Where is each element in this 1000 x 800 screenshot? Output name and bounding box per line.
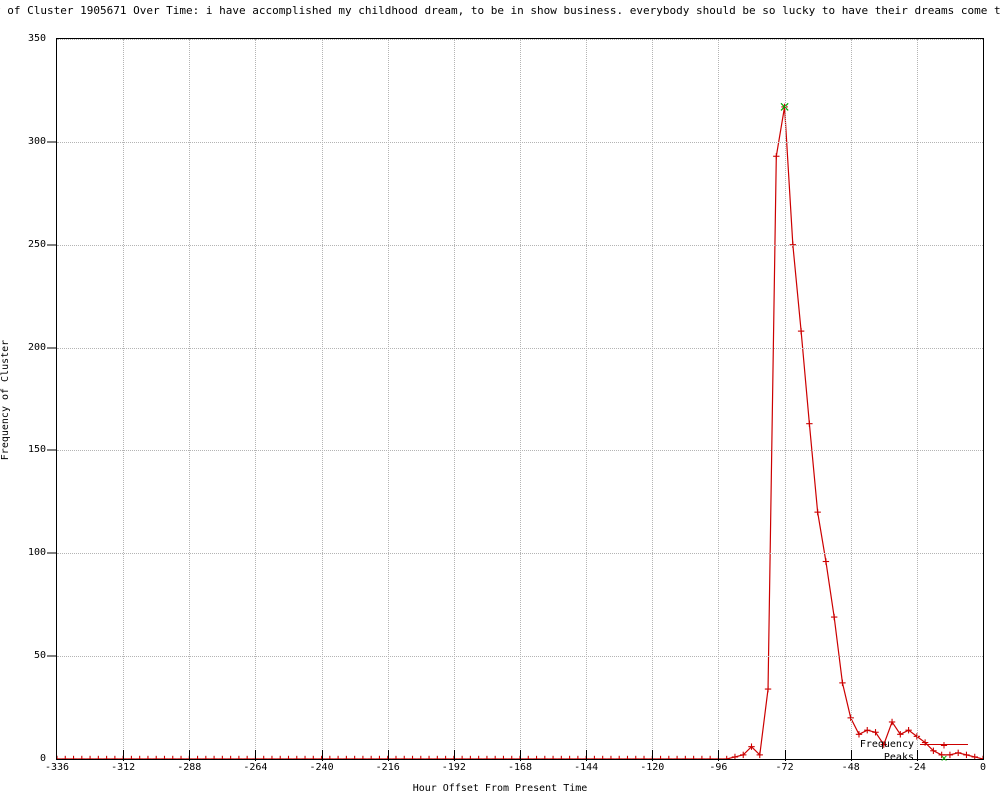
x-tick-mark (784, 750, 786, 761)
y-tick-label: 250 (27, 238, 46, 250)
gridline-vertical (718, 39, 720, 759)
x-axis-tick-labels: -336 -312 -288 -264 -240 -216 -192 -168 -144 -120… (0, 750, 1000, 782)
y-tick-label: 100 (27, 547, 46, 559)
line-icon (920, 744, 968, 745)
x-tick-label: -144 (574, 762, 599, 773)
y-tick-mark (47, 347, 56, 349)
gridline-vertical (255, 39, 257, 759)
gridline-vertical (321, 39, 323, 759)
y-tick-label: 50 (33, 650, 46, 662)
legend: Frequency + Peaks ✕ (860, 738, 974, 764)
y-tick-mark (47, 141, 56, 143)
gridlines (57, 39, 983, 759)
x-tick-label: -168 (507, 762, 533, 773)
x-axis-title: Hour Offset From Present Time (412, 783, 588, 794)
y-tick-mark (47, 449, 56, 451)
gridline-vertical (189, 39, 191, 759)
x-tick-label: -288 (177, 762, 202, 773)
y-tick-label: 0 (39, 753, 46, 764)
gridline-vertical (586, 39, 588, 759)
legend-key-frequency: + (914, 738, 974, 751)
x-tick-label: -96 (709, 762, 728, 773)
x-tick-label: -264 (243, 762, 268, 773)
x-tick-label: -336 (44, 762, 70, 773)
y-tick-label: 200 (27, 341, 46, 353)
x-tick-label: -24 (907, 762, 926, 773)
frequency-markers (57, 103, 983, 759)
x-tick-mark (387, 750, 389, 761)
x-tick-mark (520, 750, 521, 761)
x-tick-mark (652, 750, 654, 761)
y-tick-mark (47, 244, 56, 246)
plot-area (56, 38, 984, 760)
x-tick-mark (189, 750, 191, 761)
gridline-vertical (850, 39, 852, 759)
gridline-vertical (784, 39, 786, 759)
y-axis-tick-labels: 0 50 100 150 200 250 300 350 (0, 0, 56, 800)
y-tick-mark (47, 552, 56, 554)
x-tick-label: -192 (441, 762, 466, 773)
frequency-line (57, 106, 983, 759)
x-tick-label: -48 (841, 762, 860, 773)
y-tick-mark (47, 655, 56, 657)
x-tick-mark (321, 750, 323, 761)
y-tick-label: 350 (27, 33, 46, 44)
plus-icon: + (940, 737, 948, 752)
x-tick-label: 0 (979, 762, 987, 773)
x-tick-label: -312 (111, 762, 136, 773)
gridline-vertical (916, 39, 918, 759)
x-tick-mark (453, 750, 455, 761)
x-tick-mark (586, 750, 588, 761)
legend-key-peaks: ✕ (914, 751, 974, 764)
legend-label-peaks: Peaks (883, 752, 914, 763)
legend-entry-frequency: Frequency + (860, 738, 974, 751)
data-series-layer (57, 102, 983, 759)
x-tick-mark (850, 750, 852, 761)
cross-icon: ✕ (940, 751, 948, 764)
x-tick-mark (123, 750, 125, 761)
y-tick-label: 150 (27, 444, 46, 456)
x-tick-label: -72 (775, 762, 794, 773)
legend-label-frequency: Frequency (859, 739, 914, 750)
gridline-vertical (453, 39, 455, 759)
x-tick-mark (718, 750, 720, 761)
gridline-vertical (520, 39, 521, 759)
gridline-vertical (123, 39, 125, 759)
legend-entry-peaks: Peaks ✕ (860, 751, 974, 764)
y-tick-label: 300 (27, 135, 46, 147)
x-tick-label: -120 (640, 762, 665, 773)
x-tick-mark (255, 750, 257, 761)
chart-title: y of Cluster 1905671 Over Time: i have a… (0, 4, 1000, 17)
x-tick-label: -240 (309, 762, 334, 773)
gridline-vertical (387, 39, 389, 759)
x-tick-label: -216 (375, 762, 400, 773)
gridline-vertical (652, 39, 654, 759)
x-tick-mark (916, 750, 918, 761)
